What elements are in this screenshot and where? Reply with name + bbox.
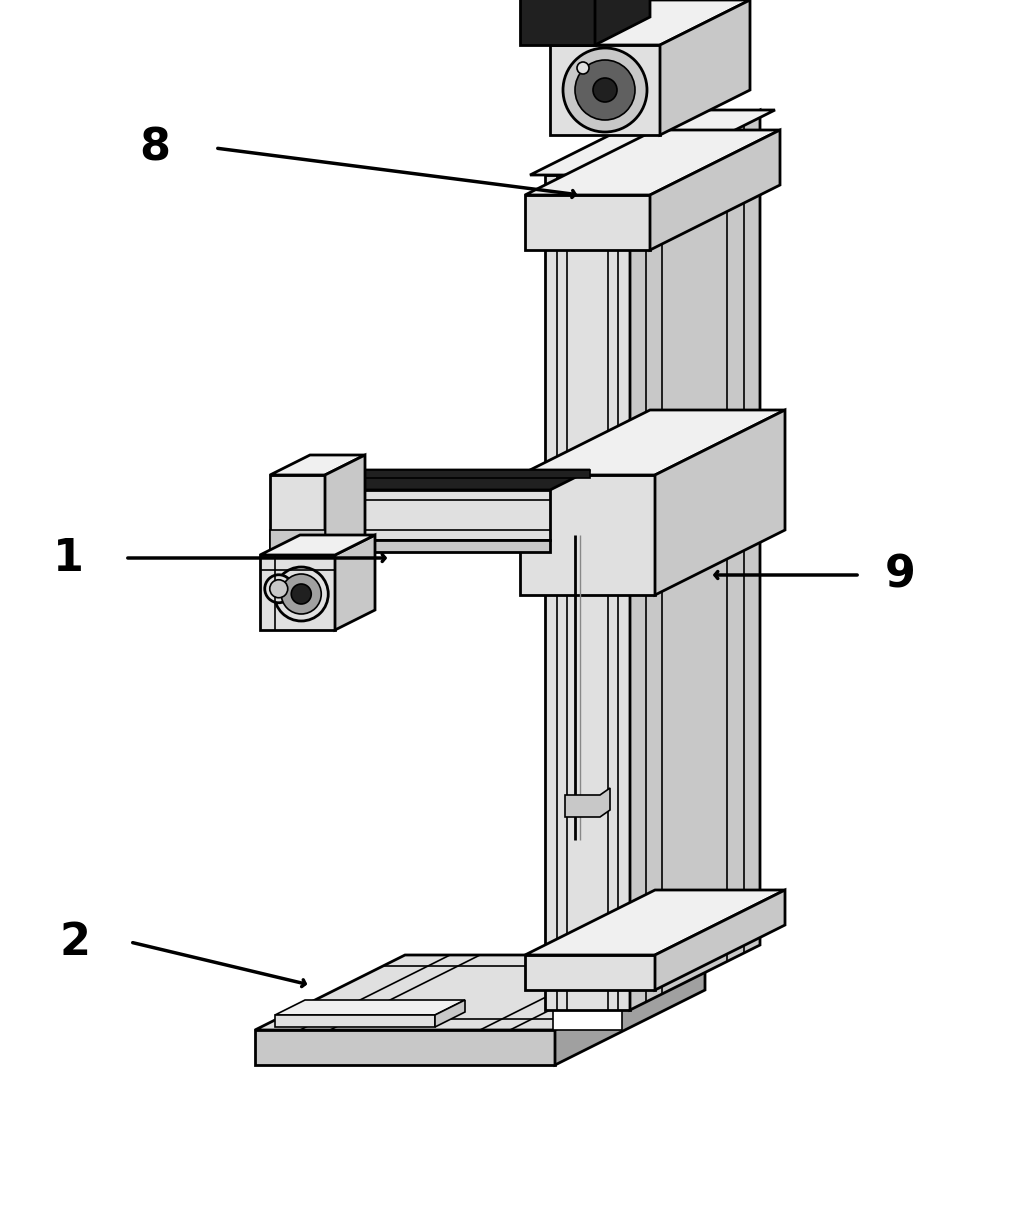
- Text: 1: 1: [53, 536, 84, 579]
- Polygon shape: [325, 470, 590, 479]
- Polygon shape: [530, 110, 775, 175]
- Polygon shape: [595, 0, 650, 45]
- Circle shape: [274, 567, 328, 621]
- Polygon shape: [260, 554, 335, 630]
- Polygon shape: [275, 1015, 435, 1027]
- Polygon shape: [270, 475, 325, 561]
- Polygon shape: [285, 490, 550, 540]
- Polygon shape: [520, 0, 595, 45]
- Polygon shape: [550, 0, 750, 45]
- Polygon shape: [275, 1000, 465, 1015]
- Circle shape: [593, 78, 617, 102]
- Circle shape: [270, 580, 288, 597]
- Polygon shape: [325, 455, 365, 561]
- Polygon shape: [650, 130, 780, 250]
- Polygon shape: [335, 535, 375, 630]
- Polygon shape: [565, 788, 610, 816]
- Polygon shape: [520, 475, 655, 595]
- Circle shape: [282, 574, 321, 614]
- Polygon shape: [525, 195, 650, 250]
- Text: 2: 2: [59, 920, 90, 963]
- Polygon shape: [255, 1031, 555, 1065]
- Circle shape: [575, 60, 635, 120]
- Polygon shape: [655, 410, 785, 595]
- Polygon shape: [555, 955, 705, 1065]
- Polygon shape: [545, 175, 630, 1010]
- Polygon shape: [435, 1000, 465, 1027]
- Polygon shape: [270, 530, 325, 554]
- Circle shape: [291, 584, 312, 603]
- Circle shape: [576, 62, 589, 73]
- Polygon shape: [525, 890, 785, 955]
- Polygon shape: [630, 110, 760, 1010]
- Polygon shape: [660, 0, 750, 135]
- Polygon shape: [553, 990, 622, 1031]
- Circle shape: [563, 48, 647, 132]
- Polygon shape: [520, 410, 785, 475]
- Circle shape: [265, 575, 293, 602]
- Polygon shape: [655, 890, 785, 990]
- Text: 8: 8: [140, 126, 171, 169]
- Polygon shape: [260, 535, 375, 554]
- Polygon shape: [525, 130, 780, 195]
- Polygon shape: [525, 955, 655, 990]
- Polygon shape: [270, 455, 365, 475]
- Text: 9: 9: [885, 553, 915, 596]
- Polygon shape: [285, 540, 550, 552]
- Polygon shape: [255, 955, 705, 1031]
- Polygon shape: [550, 45, 660, 135]
- Polygon shape: [285, 470, 590, 490]
